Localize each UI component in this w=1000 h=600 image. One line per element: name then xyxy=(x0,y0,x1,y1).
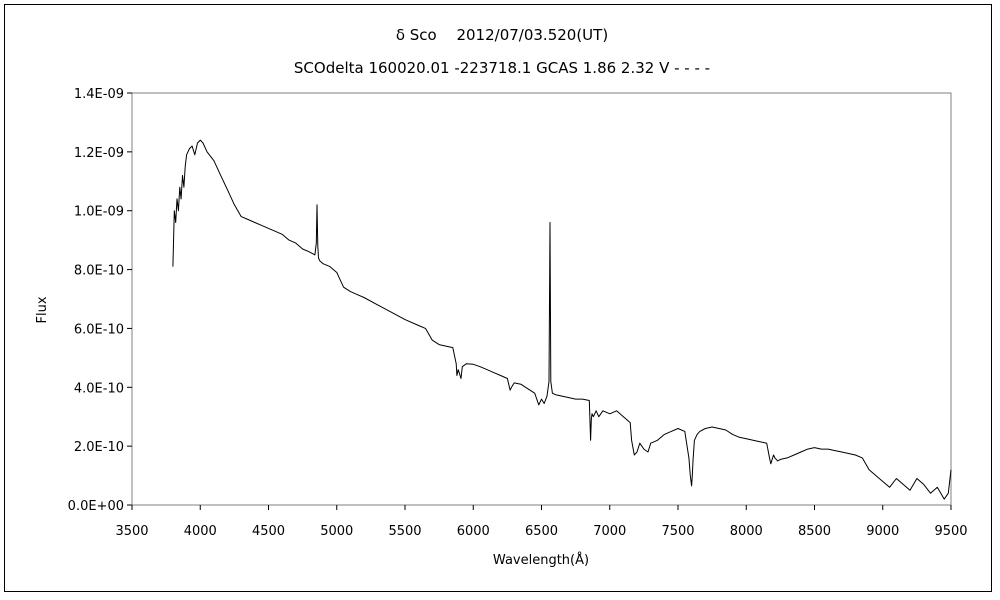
y-tick-label: 4.0E-10 xyxy=(74,381,124,396)
series-layer xyxy=(172,139,952,500)
y-tick-label: 0.0E+00 xyxy=(68,499,124,514)
chart-title: δ Sco 2012/07/03.520(UT) xyxy=(396,26,608,44)
y-tick-label: 1.0E-09 xyxy=(74,205,124,220)
y-axis: 0.0E+00 2.0E-10 4.0E-10 6.0E-10 8.0E-10 1.0E-… xyxy=(68,87,132,514)
x-tick-label: 8000 xyxy=(730,524,763,539)
x-tick-label: 6500 xyxy=(525,524,558,539)
x-tick-label: 6000 xyxy=(457,524,490,539)
x-axis: 3500 4000 4500 5000 5500 6000 6500 7000 7500 8000… xyxy=(115,505,968,539)
y-tick-label: 8.0E-10 xyxy=(74,264,124,279)
x-tick-label: 8500 xyxy=(798,524,831,539)
x-tick-label: 4500 xyxy=(252,524,285,539)
x-tick-label: 4000 xyxy=(184,524,217,539)
x-tick-label: 3500 xyxy=(115,524,148,539)
x-tick-label: 7500 xyxy=(661,524,694,539)
y-axis-label: Flux xyxy=(35,296,50,323)
y-tick-label: 1.2E-09 xyxy=(74,146,124,161)
spectrum-line xyxy=(172,139,952,500)
chart-frame xyxy=(4,4,992,592)
x-axis-label: Wavelength(Å) xyxy=(493,552,589,568)
y-tick-label: 1.4E-09 xyxy=(74,87,124,102)
x-tick-label: 9000 xyxy=(866,524,899,539)
x-tick-label: 5000 xyxy=(320,524,353,539)
x-tick-label: 7000 xyxy=(593,524,626,539)
x-tick-label: 5500 xyxy=(388,524,421,539)
plot-area xyxy=(131,92,952,506)
y-tick-label: 6.0E-10 xyxy=(74,322,124,337)
chart-subtitle: SCOdelta 160020.01 -223718.1 GCAS 1.86 2… xyxy=(294,59,710,77)
x-tick-label: 9500 xyxy=(934,524,967,539)
y-tick-label: 2.0E-10 xyxy=(74,440,124,455)
